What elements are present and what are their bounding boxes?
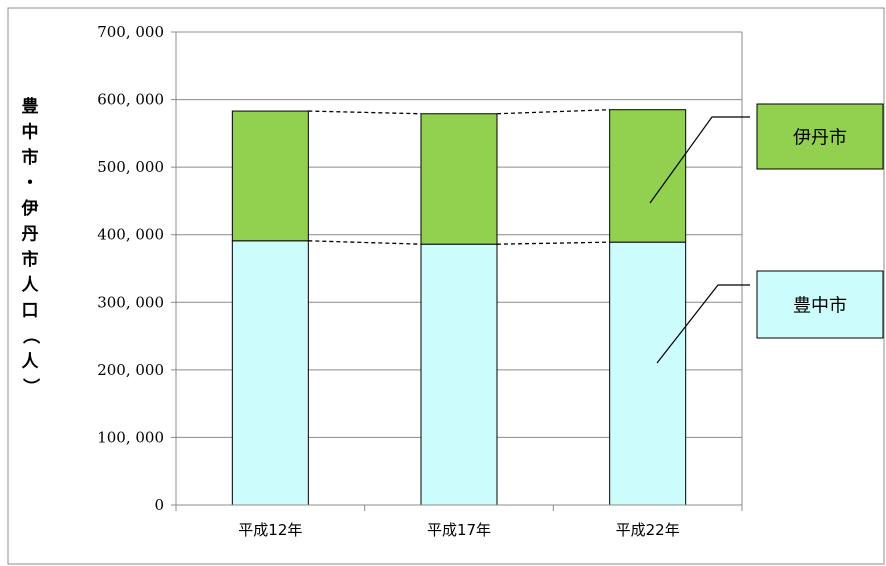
x-tick-label: 平成22年 — [616, 521, 680, 539]
x-tick-label: 平成17年 — [427, 521, 491, 539]
legend-label-toyonaka: 豊中市 — [793, 296, 847, 317]
y-axis-title-char: 口 — [22, 301, 39, 321]
y-tick-label: 300, 000 — [97, 293, 164, 311]
x-tick-label: 平成12年 — [238, 521, 302, 539]
legend-leader-itami — [649, 116, 750, 204]
y-axis-title-char: 豊 — [22, 96, 39, 117]
y-tick-label: 400, 000 — [97, 226, 164, 244]
series-connector — [496, 241, 610, 245]
y-axis-title-char: 人 — [22, 276, 40, 296]
y-tick-label: 500, 000 — [97, 158, 164, 176]
series-connectors — [308, 109, 610, 245]
x-tick-labels: 平成12年 平成17年 平成22年 — [238, 521, 679, 539]
series-connector — [308, 110, 422, 115]
y-axis-title-char: 人 — [22, 352, 40, 372]
bar-toyonaka-0 — [231, 240, 309, 506]
y-tick-label: 700, 000 — [97, 23, 164, 41]
y-tick-label: 600, 000 — [97, 91, 164, 109]
y-axis-title-char: ・ — [22, 174, 39, 194]
y-axis-title-char: 伊 — [21, 198, 39, 219]
y-tick-labels: 0 100, 000 200, 000 300, 000 400, 000 500, 00… — [97, 23, 164, 514]
bars — [231, 109, 687, 506]
legend-box-toyonaka — [756, 270, 884, 339]
series-connector — [496, 109, 610, 115]
y-axis-title-char: （ — [20, 327, 41, 344]
y-axis-title-char: 市 — [22, 147, 39, 168]
y-tick-label: 0 — [154, 496, 164, 514]
y-axis-title-char: 市 — [22, 249, 39, 270]
y-axis-title-char: ） — [20, 378, 41, 395]
axes — [171, 31, 743, 511]
series-connector — [308, 240, 422, 245]
legend-label-itami: 伊丹市 — [793, 128, 847, 149]
legend-leader-toyonaka — [656, 284, 750, 364]
y-tick-label: 100, 000 — [97, 428, 164, 446]
legend-box-itami — [756, 103, 884, 170]
bar-itami-0 — [231, 110, 309, 242]
y-tick-label: 200, 000 — [97, 361, 164, 379]
bar-toyonaka-2 — [609, 241, 687, 506]
y-axis-title-char: 中 — [22, 122, 39, 143]
bar-toyonaka-1 — [420, 243, 498, 506]
bar-itami-1 — [420, 113, 498, 245]
bar-itami-2 — [609, 109, 687, 243]
y-axis-title-char: 丹 — [22, 225, 39, 245]
